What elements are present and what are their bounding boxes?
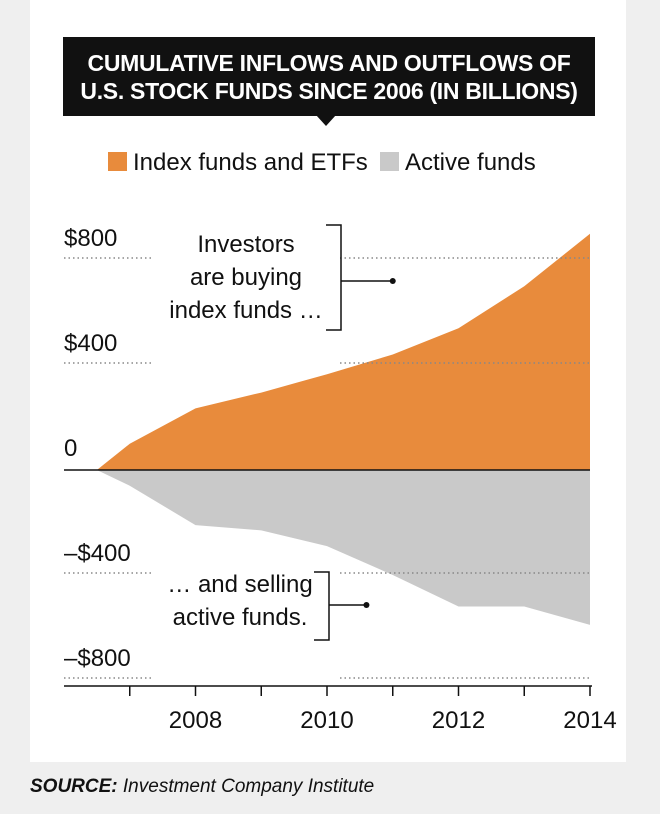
x-tick-label: 2008	[169, 707, 222, 734]
chart-title-line-2: U.S. STOCK FUNDS SINCE 2006 (IN BILLIONS…	[80, 77, 578, 104]
y-tick-label: –$800	[64, 645, 131, 672]
annotation-index-line: index funds …	[169, 297, 322, 324]
active-funds-area	[96, 470, 590, 625]
annotation-index-line: are buying	[190, 264, 302, 291]
source-note: SOURCE: Investment Company Institute	[30, 776, 374, 798]
annotation-active-dot	[363, 602, 370, 608]
x-tick-label: 2010	[300, 707, 353, 734]
y-tick-label: $800	[64, 225, 117, 252]
annotation-active-line: … and selling	[167, 571, 312, 598]
y-tick-label: $400	[64, 330, 117, 357]
annotation-index-line: Investors	[197, 231, 294, 258]
title-pointer	[316, 115, 336, 126]
source-label: SOURCE:	[30, 776, 118, 797]
annotation-index-bracket	[326, 224, 342, 331]
chart-title: CUMULATIVE INFLOWS AND OUTFLOWS OF U.S. …	[63, 37, 595, 116]
y-tick-label: –$400	[64, 540, 131, 567]
x-tick-label: 2012	[432, 707, 485, 734]
legend-swatch	[380, 152, 399, 171]
legend-swatch	[108, 152, 127, 171]
legend-label: Active funds	[405, 149, 536, 176]
legend-label: Index funds and ETFs	[133, 149, 368, 176]
source-text: Investment Company Institute	[122, 776, 375, 797]
y-tick-label: 0	[64, 435, 77, 462]
chart-title-line-1: CUMULATIVE INFLOWS AND OUTFLOWS OF	[87, 49, 571, 76]
annotation-index-dot	[389, 278, 396, 284]
annotation-active-line: active funds.	[173, 604, 308, 631]
x-tick-label: 2014	[563, 707, 616, 734]
annotation-active-bracket	[314, 571, 330, 641]
index-funds-area	[96, 233, 590, 470]
